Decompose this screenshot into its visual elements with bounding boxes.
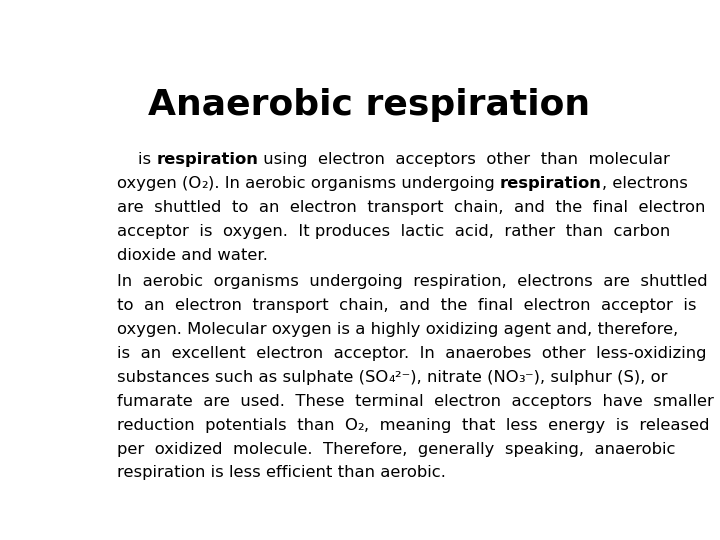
Text: In  aerobic  organisms  undergoing  respiration,  electrons  are  shuttled: In aerobic organisms undergoing respirat… bbox=[117, 274, 708, 289]
Text: ⁻), sulphur (S), or: ⁻), sulphur (S), or bbox=[525, 370, 667, 385]
Text: ₂: ₂ bbox=[358, 417, 364, 433]
Text: ,  meaning  that  less  energy  is  released: , meaning that less energy is released bbox=[364, 417, 710, 433]
Text: Anaerobic respiration: Anaerobic respiration bbox=[148, 87, 590, 122]
Text: per  oxidized  molecule.  Therefore,  generally  speaking,  anaerobic: per oxidized molecule. Therefore, genera… bbox=[117, 442, 675, 456]
Text: respiration: respiration bbox=[156, 152, 258, 167]
Text: oxygen (O: oxygen (O bbox=[117, 176, 201, 191]
Text: substances such as sulphate (SO: substances such as sulphate (SO bbox=[117, 370, 388, 385]
Text: ₃: ₃ bbox=[518, 370, 525, 385]
Text: dioxide and water.: dioxide and water. bbox=[117, 248, 268, 263]
Text: acceptor  is  oxygen.  It produces  lactic  acid,  rather  than  carbon: acceptor is oxygen. It produces lactic a… bbox=[117, 224, 670, 239]
Text: oxygen. Molecular oxygen is a highly oxidizing agent and, therefore,: oxygen. Molecular oxygen is a highly oxi… bbox=[117, 322, 678, 337]
Text: , electrons: , electrons bbox=[601, 176, 688, 191]
Text: is  an  excellent  electron  acceptor.  In  anaerobes  other  less-oxidizing: is an excellent electron acceptor. In an… bbox=[117, 346, 706, 361]
Text: using  electron  acceptors  other  than  molecular: using electron acceptors other than mole… bbox=[258, 152, 670, 167]
Text: are  shuttled  to  an  electron  transport  chain,  and  the  final  electron: are shuttled to an electron transport ch… bbox=[117, 200, 705, 215]
Text: to  an  electron  transport  chain,  and  the  final  electron  acceptor  is: to an electron transport chain, and the … bbox=[117, 298, 696, 313]
Text: ₂: ₂ bbox=[201, 176, 207, 191]
Text: ). In aerobic organisms undergoing: ). In aerobic organisms undergoing bbox=[207, 176, 500, 191]
Text: fumarate  are  used.  These  terminal  electron  acceptors  have  smaller: fumarate are used. These terminal electr… bbox=[117, 394, 714, 409]
Text: respiration is less efficient than aerobic.: respiration is less efficient than aerob… bbox=[117, 465, 446, 481]
Text: ²⁻), nitrate (NO: ²⁻), nitrate (NO bbox=[395, 370, 518, 385]
Text: ₄: ₄ bbox=[388, 370, 395, 385]
Text: respiration: respiration bbox=[500, 176, 601, 191]
Text: is: is bbox=[117, 152, 156, 167]
Text: reduction  potentials  than  O: reduction potentials than O bbox=[117, 417, 358, 433]
